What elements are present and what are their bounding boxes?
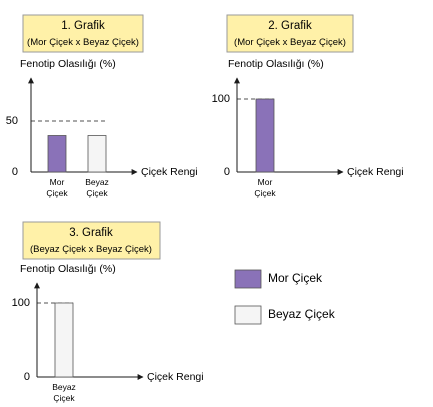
- chart-3-title-box: [22, 221, 161, 260]
- chart-2-ytick-100: 100: [212, 93, 230, 105]
- legend: Mor Çiçek Beyaz Çiçek: [234, 269, 336, 325]
- chart-3-subtitle: (Beyaz Çiçek x Beyaz Çiçek): [30, 244, 152, 255]
- chart-3-xlabel: Çiçek Rengi: [147, 371, 204, 383]
- chart-1-subtitle: (Mor Çiçek x Beyaz Çiçek): [27, 37, 139, 48]
- chart-1-title: 1. Grafik: [61, 20, 105, 32]
- chart-2: 2. Grafik (Mor Çiçek x Beyaz Çiçek) Feno…: [212, 14, 404, 198]
- chart-2-xtick-mor-1: Mor: [258, 177, 273, 187]
- chart-2-title: 2. Grafik: [268, 20, 312, 32]
- legend-swatch-beyaz: [234, 305, 262, 325]
- chart-3-ylabel: Fenotip Olasılığı (%): [20, 263, 116, 275]
- chart-1-bar-beyaz: [87, 135, 107, 173]
- chart-1-bar-mor: [47, 135, 67, 173]
- chart-3-title: 3. Grafik: [69, 227, 113, 239]
- legend-label-beyaz: Beyaz Çiçek: [268, 307, 336, 321]
- chart-3: 3. Grafik (Beyaz Çiçek x Beyaz Çiçek) Fe…: [12, 221, 204, 403]
- legend-swatch-mor: [234, 269, 262, 289]
- chart-1-ytick-50: 50: [6, 115, 18, 127]
- chart-2-ytick-0: 0: [224, 166, 230, 178]
- chart-3-bar-beyaz: [54, 302, 74, 378]
- chart-3-ytick-100: 100: [12, 297, 30, 309]
- chart-2-xlabel: Çiçek Rengi: [347, 166, 404, 178]
- chart-3-xtick-beyaz-1: Beyaz: [52, 382, 76, 392]
- chart-2-subtitle: (Mor Çiçek x Beyaz Çiçek): [234, 37, 346, 48]
- chart-1-xtick-beyaz-1: Beyaz: [85, 177, 109, 187]
- chart-1-xtick-mor-1: Mor: [50, 177, 65, 187]
- chart-3-ytick-0: 0: [24, 371, 30, 383]
- chart-1-title-box: [22, 14, 144, 53]
- chart-1-xtick-mor-2: Çiçek: [46, 188, 68, 198]
- chart-1-xtick-beyaz-2: Çiçek: [86, 188, 108, 198]
- chart-1-xlabel: Çiçek Rengi: [141, 166, 198, 178]
- chart-1: 1. Grafik (Mor Çiçek x Beyaz Çiçek) Feno…: [6, 14, 198, 198]
- chart-1-ytick-0: 0: [12, 166, 18, 178]
- chart-2-ylabel: Fenotip Olasılığı (%): [228, 58, 324, 70]
- chart-1-ylabel: Fenotip Olasılığı (%): [20, 58, 116, 70]
- chart-2-xtick-mor-2: Çiçek: [254, 188, 276, 198]
- legend-label-mor: Mor Çiçek: [268, 271, 323, 285]
- chart-2-bar-mor: [255, 98, 275, 173]
- chart-2-title-box: [226, 14, 354, 53]
- chart-3-xtick-beyaz-2: Çiçek: [53, 393, 75, 403]
